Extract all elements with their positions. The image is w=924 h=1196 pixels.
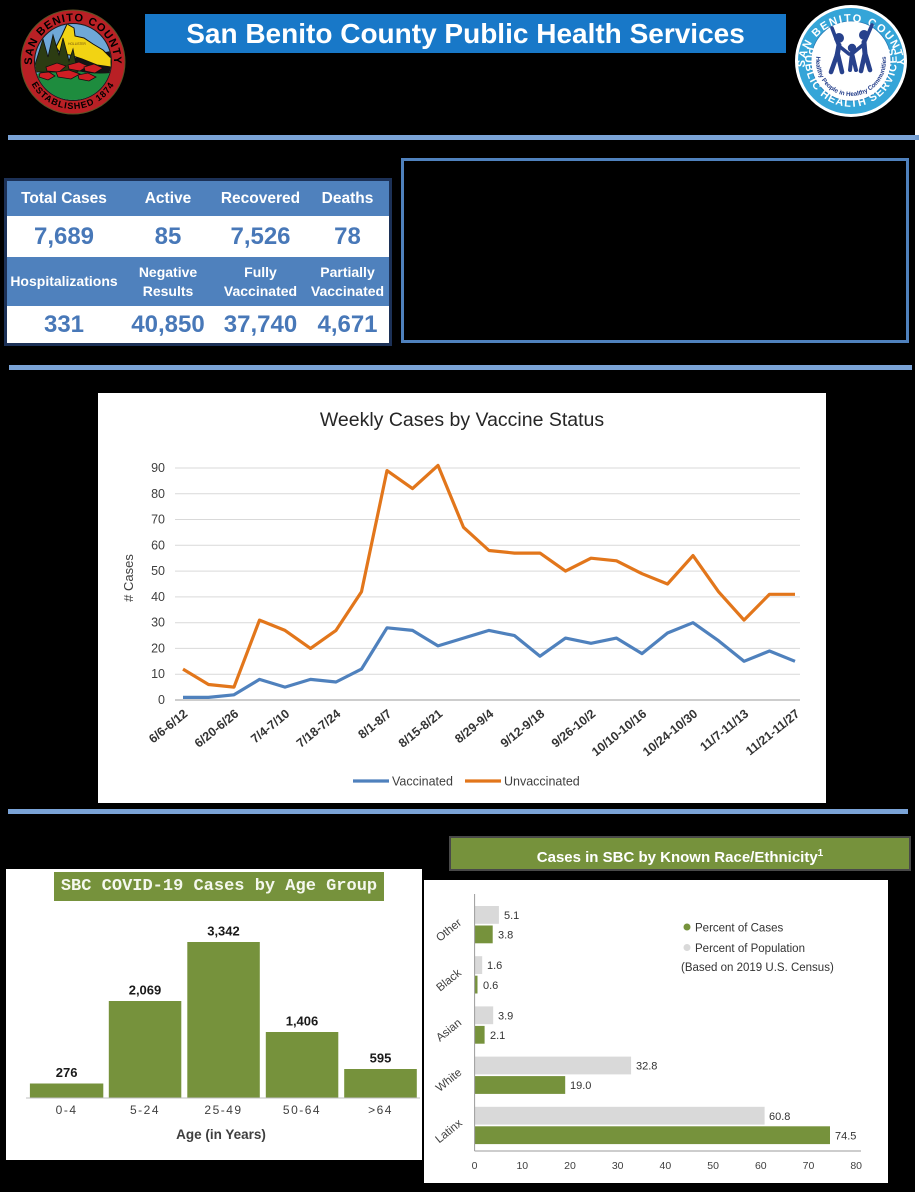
svg-text:Other: Other bbox=[434, 917, 464, 945]
svg-text:19.0: 19.0 bbox=[570, 1080, 591, 1092]
svg-text:2,069: 2,069 bbox=[129, 983, 162, 998]
svg-text:30: 30 bbox=[612, 1160, 624, 1172]
svg-text:0-4: 0-4 bbox=[56, 1103, 78, 1117]
svg-text:>64: >64 bbox=[368, 1103, 393, 1117]
svg-text:60: 60 bbox=[151, 538, 165, 552]
svg-text:8/29-9/4: 8/29-9/4 bbox=[452, 707, 496, 747]
svg-text:595: 595 bbox=[370, 1051, 392, 1066]
svg-text:8/15-8/21: 8/15-8/21 bbox=[396, 707, 446, 751]
svg-text:80: 80 bbox=[151, 487, 165, 501]
svg-text:3.8: 3.8 bbox=[498, 930, 513, 942]
svg-text:Black: Black bbox=[434, 967, 464, 994]
svg-text:10/10-10/16: 10/10-10/16 bbox=[589, 707, 649, 760]
svg-text:7/18-7/24: 7/18-7/24 bbox=[294, 707, 344, 751]
svg-text:9/26-10/2: 9/26-10/2 bbox=[549, 707, 599, 751]
svg-text:1.6: 1.6 bbox=[487, 960, 502, 972]
svg-text:0.6: 0.6 bbox=[483, 980, 498, 992]
svg-text:90: 90 bbox=[151, 461, 165, 475]
svg-text:1,406: 1,406 bbox=[286, 1014, 319, 1029]
svg-text:Asian: Asian bbox=[434, 1017, 464, 1044]
svg-text:7/4-7/10: 7/4-7/10 bbox=[248, 707, 292, 747]
svg-text:32.8: 32.8 bbox=[636, 1061, 657, 1073]
svg-text:10/24-10/30: 10/24-10/30 bbox=[640, 707, 700, 760]
svg-text:30: 30 bbox=[151, 616, 165, 630]
svg-text:9/12-9/18: 9/12-9/18 bbox=[498, 707, 548, 751]
svg-text:0: 0 bbox=[472, 1160, 478, 1172]
svg-text:50: 50 bbox=[151, 564, 165, 578]
svg-text:3.9: 3.9 bbox=[498, 1010, 513, 1022]
svg-text:6/20-6/26: 6/20-6/26 bbox=[192, 707, 242, 751]
svg-text:60.8: 60.8 bbox=[769, 1111, 790, 1123]
svg-text:5-24: 5-24 bbox=[130, 1103, 160, 1117]
svg-text:# Cases: # Cases bbox=[121, 554, 136, 602]
svg-text:74.5: 74.5 bbox=[835, 1130, 856, 1142]
svg-text:Age (in Years): Age (in Years) bbox=[176, 1127, 266, 1142]
svg-text:5.1: 5.1 bbox=[504, 910, 519, 922]
svg-text:(Based on 2019 U.S. Census): (Based on 2019 U.S. Census) bbox=[681, 962, 834, 974]
svg-text:White: White bbox=[434, 1067, 464, 1095]
svg-text:60: 60 bbox=[755, 1160, 767, 1172]
svg-text:40: 40 bbox=[660, 1160, 672, 1172]
svg-text:3,342: 3,342 bbox=[207, 924, 240, 939]
svg-text:Vaccinated: Vaccinated bbox=[392, 775, 453, 789]
svg-text:Weekly Cases by Vaccine Status: Weekly Cases by Vaccine Status bbox=[320, 409, 605, 431]
svg-text:70: 70 bbox=[803, 1160, 815, 1172]
svg-text:Latinx: Latinx bbox=[433, 1117, 465, 1146]
svg-text:Percent of Cases: Percent of Cases bbox=[695, 923, 783, 935]
svg-text:276: 276 bbox=[56, 1065, 78, 1080]
svg-text:2.1: 2.1 bbox=[490, 1030, 505, 1042]
svg-text:Unvaccinated: Unvaccinated bbox=[504, 775, 580, 789]
svg-text:50-64: 50-64 bbox=[283, 1103, 321, 1117]
svg-text:Percent of Population: Percent of Population bbox=[695, 943, 805, 955]
svg-text:11/21-11/27: 11/21-11/27 bbox=[743, 707, 802, 759]
svg-text:25-49: 25-49 bbox=[204, 1103, 242, 1117]
svg-text:20: 20 bbox=[564, 1160, 576, 1172]
svg-text:70: 70 bbox=[151, 513, 165, 527]
svg-text:40: 40 bbox=[151, 590, 165, 604]
svg-text:HOLLISTER: HOLLISTER bbox=[68, 42, 86, 46]
svg-text:20: 20 bbox=[151, 641, 165, 655]
svg-text:10: 10 bbox=[516, 1160, 528, 1172]
svg-text:0: 0 bbox=[158, 693, 165, 707]
svg-text:50: 50 bbox=[707, 1160, 719, 1172]
svg-text:6/6-6/12: 6/6-6/12 bbox=[146, 707, 190, 747]
svg-text:80: 80 bbox=[850, 1160, 862, 1172]
svg-text:10: 10 bbox=[151, 667, 165, 681]
svg-text:8/1-8/7: 8/1-8/7 bbox=[356, 707, 395, 742]
